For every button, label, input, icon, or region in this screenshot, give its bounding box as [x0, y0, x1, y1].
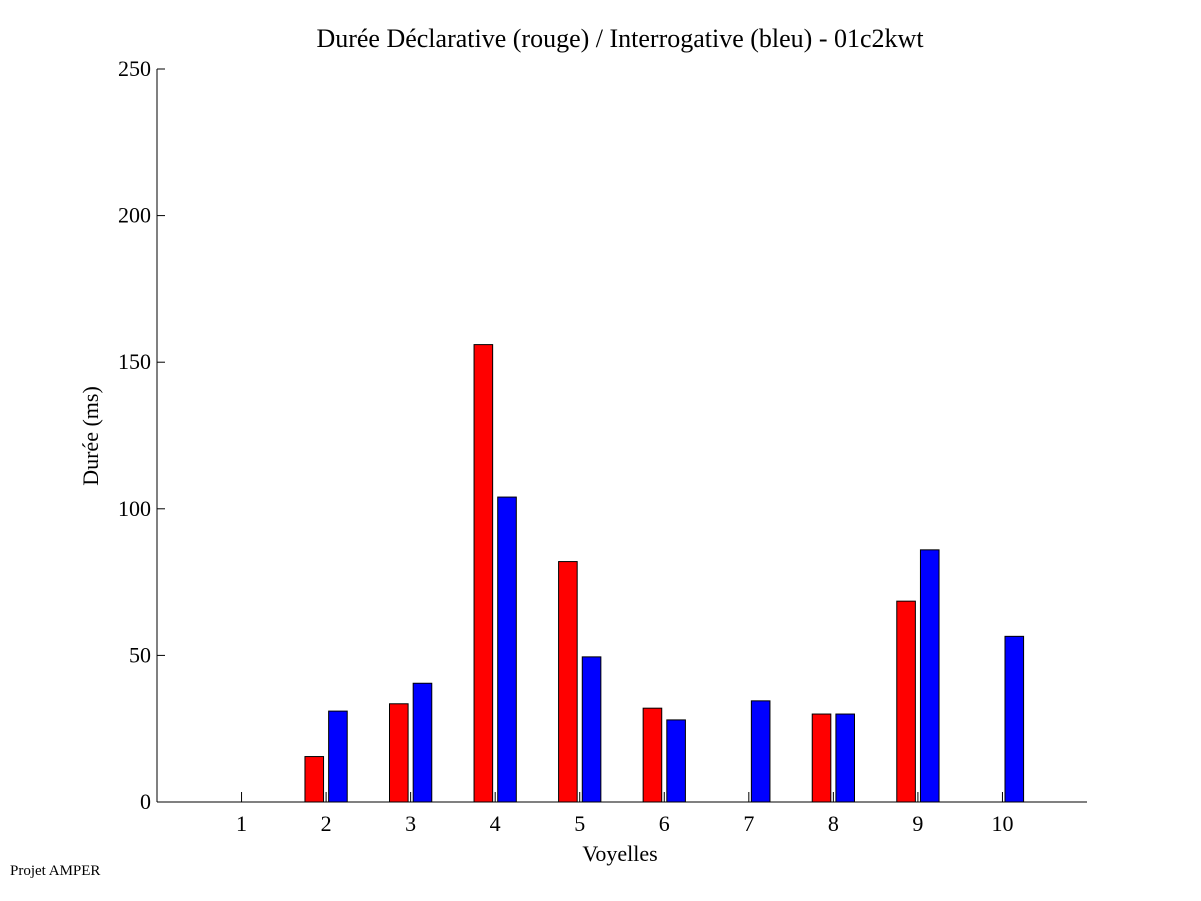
y-axis-label: Durée (ms) — [78, 386, 103, 486]
bar-series-2-cat-4 — [497, 496, 517, 803]
bar-series-1-cat-3 — [389, 703, 409, 803]
chart-title: Durée Déclarative (rouge) / Interrogativ… — [316, 24, 924, 53]
x-tick-label: 3 — [405, 811, 416, 836]
bar-series-1-cat-2 — [304, 756, 325, 803]
bar-series-2-cat-6 — [666, 719, 686, 803]
bar-series-2-cat-3 — [412, 682, 433, 803]
y-tick-label: 0 — [140, 789, 151, 814]
bars — [304, 344, 1025, 803]
y-tick-label: 50 — [129, 642, 151, 667]
y-ticks: 0 50 100 150 200 250 — [118, 56, 165, 814]
x-tick-label: 2 — [321, 811, 332, 836]
bar-series-1-cat-8 — [811, 713, 832, 803]
x-tick-label: 8 — [828, 811, 839, 836]
bar-series-2-cat-7 — [750, 700, 771, 803]
bar-series-1-cat-4 — [473, 344, 494, 803]
x-tick-label: 6 — [659, 811, 670, 836]
y-tick-label: 150 — [118, 349, 151, 374]
y-tick-label: 200 — [118, 203, 151, 228]
x-axis-label: Voyelles — [582, 841, 657, 866]
bar-series-2-cat-8 — [835, 713, 856, 803]
x-tick-label: 5 — [574, 811, 585, 836]
bar-series-1-cat-5 — [558, 561, 578, 803]
footer-credit: Projet AMPER — [10, 863, 101, 879]
bar-series-2-cat-9 — [919, 549, 940, 803]
x-ticks: 1 2 3 4 5 6 7 8 9 10 — [236, 792, 1013, 836]
y-tick-label: 250 — [118, 56, 151, 81]
x-tick-label: 4 — [490, 811, 501, 836]
x-tick-label: 7 — [743, 811, 754, 836]
x-tick-label: 1 — [236, 811, 247, 836]
axes — [156, 69, 1087, 803]
bar-series-2-cat-2 — [328, 710, 348, 803]
bar-series-2-cat-10 — [1004, 635, 1025, 803]
x-tick-label: 9 — [912, 811, 923, 836]
bar-series-1-cat-6 — [642, 707, 663, 803]
y-tick-label: 100 — [118, 496, 151, 521]
bar-series-2-cat-5 — [581, 656, 602, 803]
bar-series-1-cat-9 — [896, 600, 916, 803]
x-tick-label: 10 — [991, 811, 1013, 836]
